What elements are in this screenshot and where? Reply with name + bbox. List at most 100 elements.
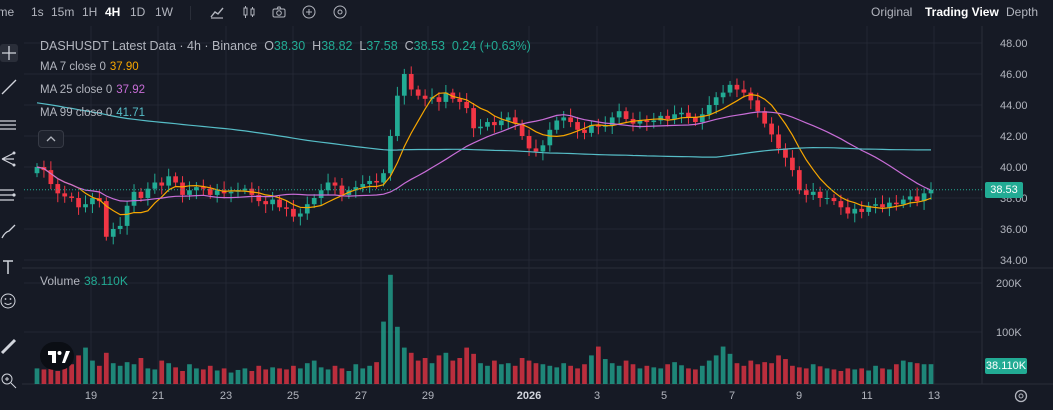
interval-4h-button[interactable]: 4H: [105, 5, 121, 19]
candle: [443, 85, 449, 109]
candle: [492, 115, 497, 133]
time-tick-label: 2026: [517, 390, 541, 402]
view-depth-button[interactable]: Depth: [1006, 5, 1039, 19]
volume-bar: [346, 371, 352, 384]
candle-body: [693, 117, 698, 123]
crosshair-icon[interactable]: [0, 44, 18, 62]
interval-15m-button[interactable]: 15m: [51, 5, 75, 19]
emoji-icon[interactable]: [0, 292, 18, 310]
volume-bar: [117, 365, 123, 384]
volume-bars: [34, 274, 934, 384]
chart-toolbar: Time 1s 15m 1H 4H 1D 1W Original Trading…: [0, 0, 1053, 26]
candle-body: [464, 101, 470, 109]
volume-bar: [311, 360, 317, 384]
candle-body: [914, 196, 920, 202]
candle-body: [291, 208, 296, 217]
candle: [519, 119, 525, 140]
candle: [699, 107, 705, 130]
tradingview-logo[interactable]: [40, 342, 74, 370]
volume-bar: [408, 352, 414, 384]
candle: [873, 197, 878, 214]
price-tick-label: 48.00: [1000, 38, 1028, 50]
candle: [311, 194, 317, 209]
candle-body: [180, 182, 185, 195]
volume-bar: [138, 358, 144, 384]
interval-1h-button[interactable]: 1H: [82, 5, 98, 19]
candle: [755, 92, 761, 118]
candle: [339, 178, 345, 202]
volume-bar: [83, 347, 88, 384]
candle-body: [457, 98, 463, 102]
volume-bar: [651, 367, 657, 384]
candle-body: [69, 196, 75, 198]
time-tick-label: 19: [85, 390, 97, 402]
candle-body: [145, 188, 151, 198]
indicators-icon[interactable]: [209, 4, 225, 20]
ma99-legend[interactable]: MA 99 close 0 41.71: [40, 107, 145, 119]
chart-type-icon[interactable]: [241, 4, 257, 20]
candle-body: [762, 111, 768, 124]
time-tick-label: 27: [355, 390, 367, 402]
candle-body: [589, 125, 594, 133]
interval-1w-button[interactable]: 1W: [155, 5, 173, 19]
candle: [291, 200, 296, 222]
horizontal-lines-icon[interactable]: [0, 116, 18, 134]
volume-bar: [845, 368, 851, 384]
volume-bar: [429, 363, 435, 384]
candle-body: [644, 120, 650, 123]
volume-bar: [207, 365, 213, 384]
candle: [921, 188, 927, 210]
candle: [422, 89, 428, 107]
legend-collapse-button[interactable]: [38, 130, 64, 148]
candle: [810, 182, 816, 201]
candle: [200, 179, 206, 196]
ma25-legend[interactable]: MA 25 close 0 37.92: [40, 84, 145, 96]
camera-icon[interactable]: [271, 4, 287, 20]
interval-1d-button[interactable]: 1D: [130, 5, 146, 19]
candle-body: [845, 207, 851, 214]
candle-body: [492, 122, 497, 126]
volume-bar: [609, 363, 615, 384]
add-icon[interactable]: [301, 4, 317, 20]
volume-bar: [318, 367, 324, 384]
candle-body: [48, 170, 54, 185]
chart-settings-icon[interactable]: [1013, 388, 1029, 404]
volume-bar: [48, 365, 54, 384]
text-tool-icon[interactable]: [0, 258, 18, 276]
candle-body: [928, 189, 934, 194]
settings-icon[interactable]: [332, 4, 348, 20]
volume-bar: [381, 321, 386, 384]
ma7-value: 37.90: [109, 61, 139, 73]
candle: [672, 105, 677, 125]
fib-icon[interactable]: [0, 186, 18, 204]
volume-bar: [907, 362, 913, 384]
ma7-legend[interactable]: MA 7 close 0 37.90: [40, 61, 139, 73]
candle-body: [173, 176, 178, 183]
candle-body: [512, 117, 518, 124]
candle-body: [110, 229, 116, 237]
candle: [103, 197, 109, 241]
volume-bar: [568, 365, 573, 384]
volume-bar: [304, 363, 310, 384]
pitchfork-icon[interactable]: [0, 150, 18, 168]
interval-1s-button[interactable]: 1s: [31, 5, 44, 19]
volume-bar: [256, 365, 262, 384]
brush-icon[interactable]: [0, 222, 18, 240]
volume-bar: [582, 364, 587, 384]
candle: [859, 201, 865, 219]
view-original-button[interactable]: Original: [871, 5, 913, 19]
view-tradingview-button[interactable]: Trading View: [925, 5, 999, 19]
candle: [665, 109, 671, 127]
ruler-icon[interactable]: [0, 338, 18, 356]
volume-bar: [762, 362, 768, 384]
trend-line-icon[interactable]: [0, 78, 18, 96]
zoom-icon[interactable]: [0, 372, 18, 390]
volume-bar: [887, 369, 892, 384]
volume-bar: [852, 369, 858, 384]
volume-bar: [388, 274, 393, 384]
candle: [464, 93, 470, 114]
volume-legend[interactable]: Volume 38.110K: [40, 274, 128, 288]
volume-bar: [478, 363, 483, 384]
candle-body: [304, 204, 310, 214]
